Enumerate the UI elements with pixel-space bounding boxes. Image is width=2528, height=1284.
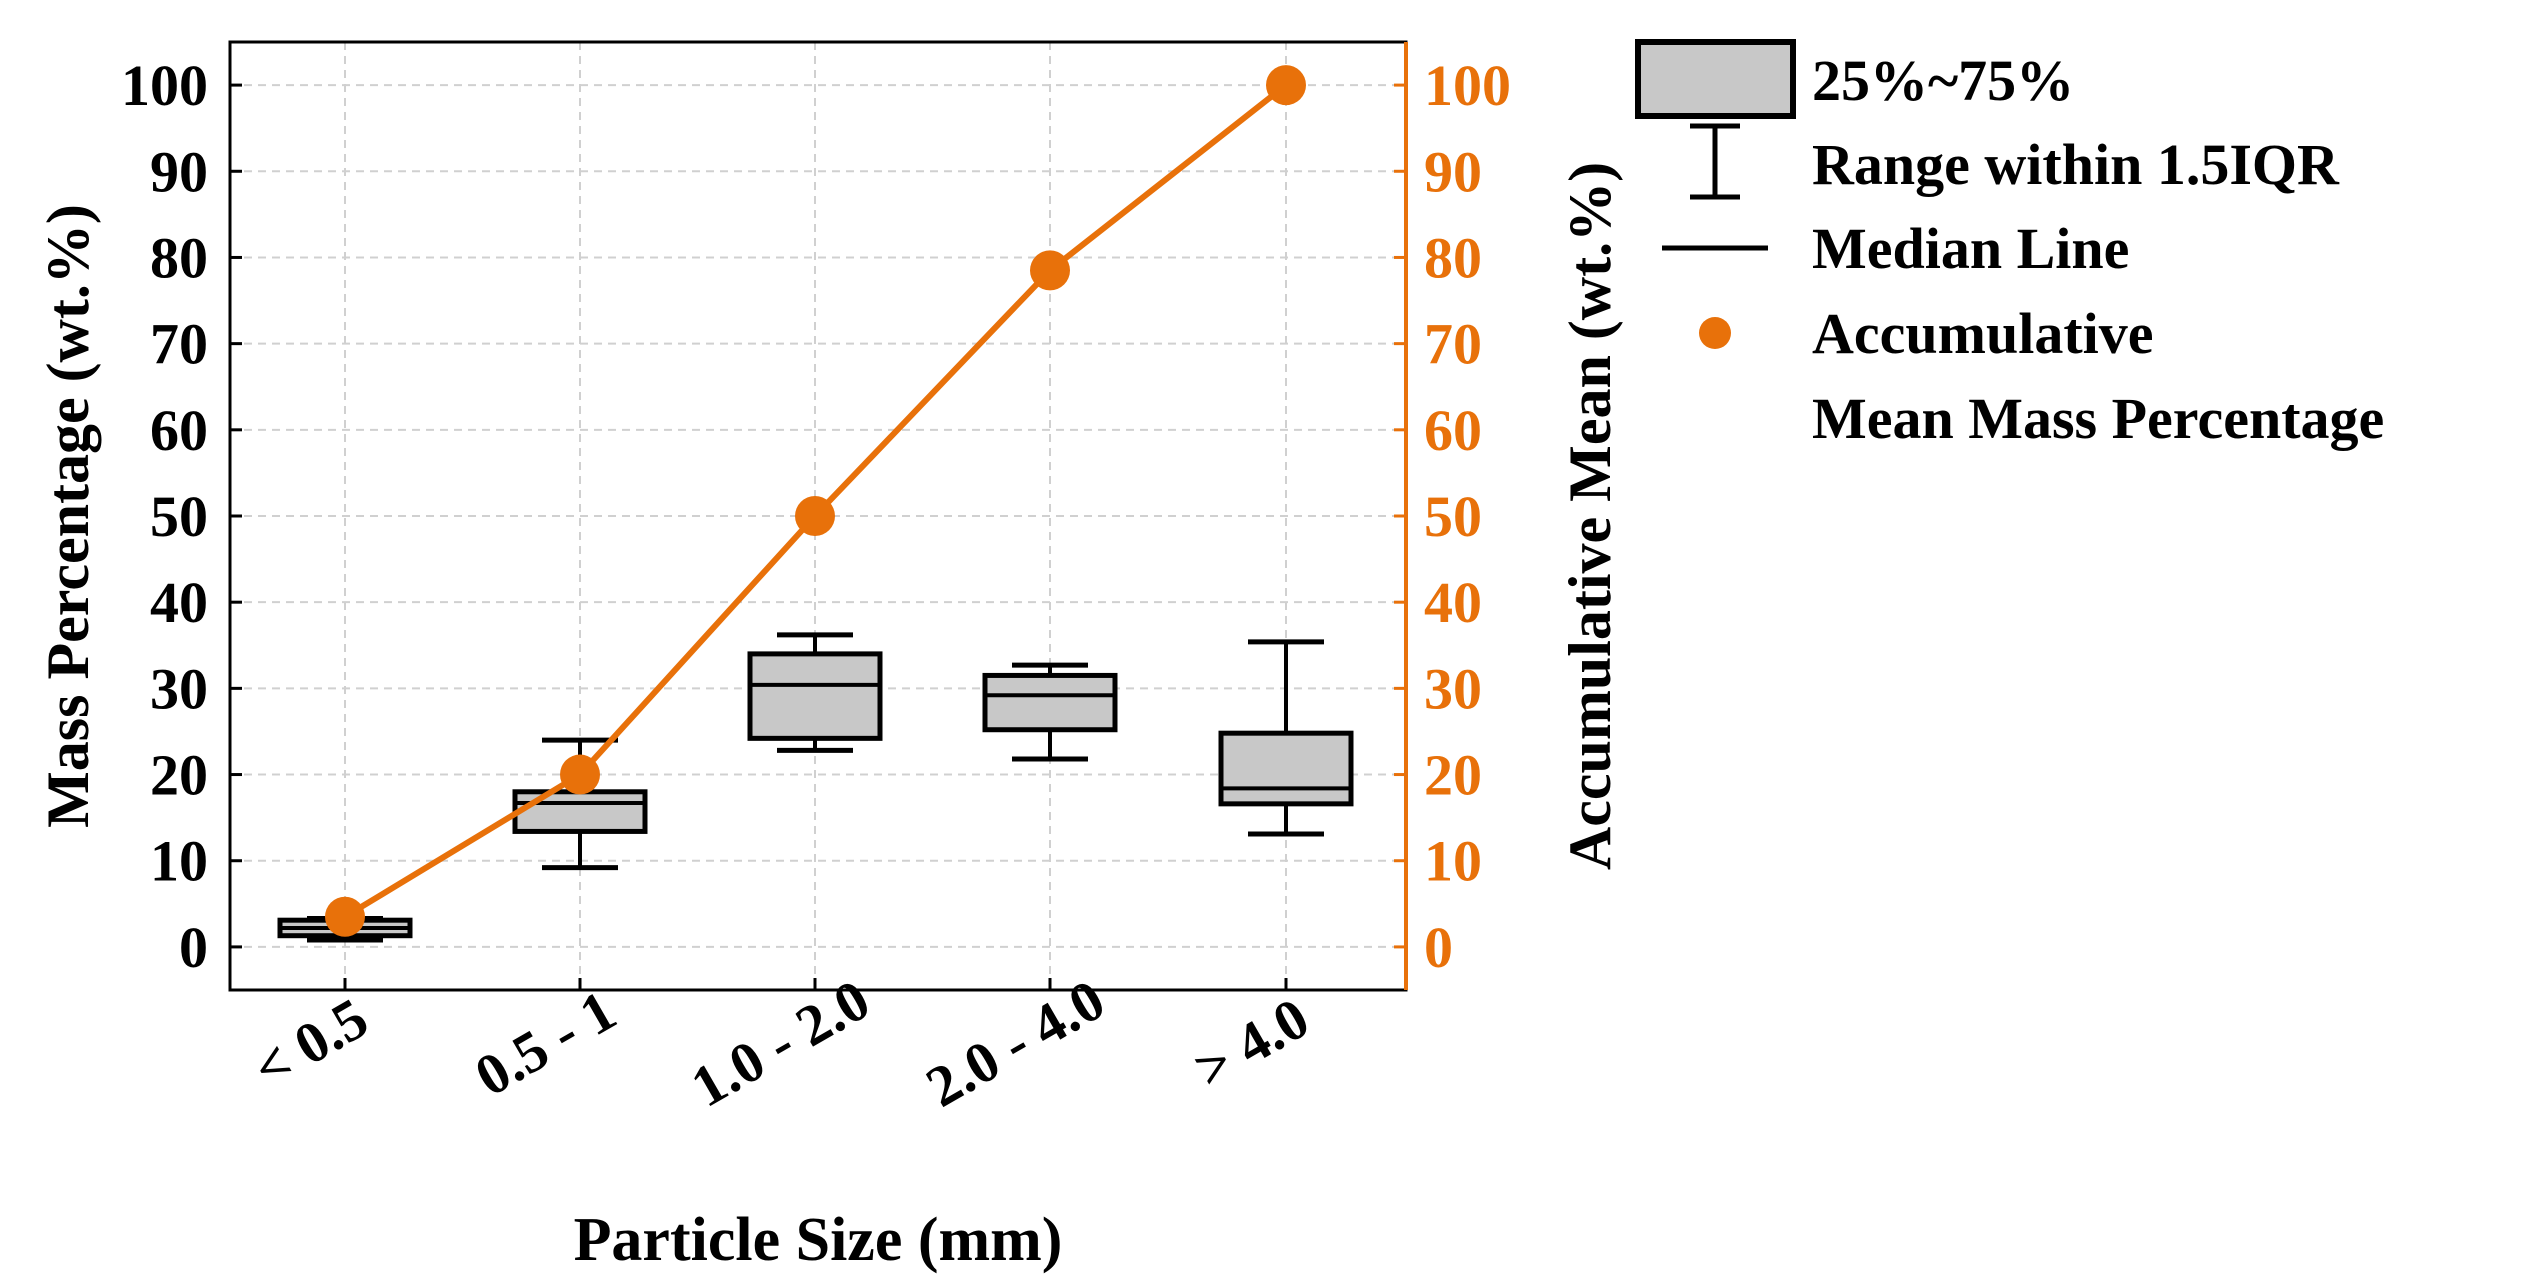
y-tick-label-left: 30 bbox=[150, 656, 208, 721]
y-axis-left: 0 10 20 30 40 50 60 70 80 90 100 bbox=[121, 53, 242, 980]
legend-box-swatch bbox=[1635, 39, 1796, 119]
x-tick-label: < 0.5 bbox=[242, 985, 378, 1101]
y-tick-label-left: 60 bbox=[150, 398, 208, 463]
cumulative-point bbox=[1030, 250, 1070, 291]
y-tick-label-left: 40 bbox=[150, 570, 208, 635]
cumulative-point bbox=[560, 754, 600, 795]
y-tick-label-right: 10 bbox=[1424, 829, 1482, 894]
box-plot-3 bbox=[747, 632, 883, 753]
y-tick-label-right: 50 bbox=[1424, 484, 1482, 549]
cumulative-point bbox=[1266, 65, 1306, 106]
y-tick-label-right: 100 bbox=[1424, 53, 1511, 118]
y-tick-label-right: 30 bbox=[1424, 656, 1482, 721]
legend: 25%~75% Range within 1.5IQR Median Line … bbox=[1635, 39, 2384, 451]
y-tick-label-right: 90 bbox=[1424, 139, 1482, 204]
y-tick-label-left: 80 bbox=[150, 225, 208, 290]
x-tick-label: 0.5 - 1 bbox=[464, 978, 626, 1109]
y-tick-label-left: 90 bbox=[150, 139, 208, 204]
y-tick-label-left: 70 bbox=[150, 312, 208, 377]
cumulative-point bbox=[795, 496, 835, 536]
box-plot-4 bbox=[982, 662, 1118, 762]
x-tick-label: > 4.0 bbox=[1183, 985, 1319, 1101]
box-iqr bbox=[1218, 730, 1354, 807]
legend-cumulative-swatch bbox=[1699, 317, 1731, 349]
legend-cumulative-label-2: Mean Mass Percentage bbox=[1812, 386, 2384, 451]
cumulative-series bbox=[325, 65, 1306, 937]
legend-box-label: 25%~75% bbox=[1812, 48, 2074, 113]
box-plot-5 bbox=[1218, 639, 1354, 837]
y-axis-left-label: Mass Percentage (wt.%) bbox=[35, 204, 101, 828]
box-iqr bbox=[747, 651, 883, 741]
y-tick-label-left: 50 bbox=[150, 484, 208, 549]
x-axis-label: Particle Size (mm) bbox=[574, 1206, 1063, 1274]
legend-cumulative-label-1: Accumulative bbox=[1812, 301, 2154, 366]
y-tick-label-left: 10 bbox=[150, 829, 208, 894]
y-axis-right: 0 10 20 30 40 50 60 70 80 90 100 bbox=[1394, 53, 1511, 980]
y-tick-label-right: 60 bbox=[1424, 398, 1482, 463]
cumulative-point bbox=[325, 896, 365, 937]
y-tick-label-right: 80 bbox=[1424, 225, 1482, 290]
y-tick-label-right: 0 bbox=[1424, 915, 1453, 980]
y-axis-right-label: Accumulative Mean (wt.%) bbox=[1557, 162, 1623, 870]
legend-median-label: Median Line bbox=[1812, 216, 2129, 281]
legend-whisker-label: Range within 1.5IQR bbox=[1812, 132, 2340, 197]
y-tick-label-left: 100 bbox=[121, 53, 208, 118]
legend-whisker-swatch bbox=[1690, 123, 1740, 200]
y-tick-label-right: 40 bbox=[1424, 570, 1482, 635]
box-iqr bbox=[512, 789, 648, 834]
y-tick-label-right: 20 bbox=[1424, 743, 1482, 808]
y-tick-label-left: 20 bbox=[150, 743, 208, 808]
box-iqr bbox=[982, 672, 1118, 733]
y-tick-label-left: 0 bbox=[179, 915, 208, 980]
y-tick-label-right: 70 bbox=[1424, 312, 1482, 377]
